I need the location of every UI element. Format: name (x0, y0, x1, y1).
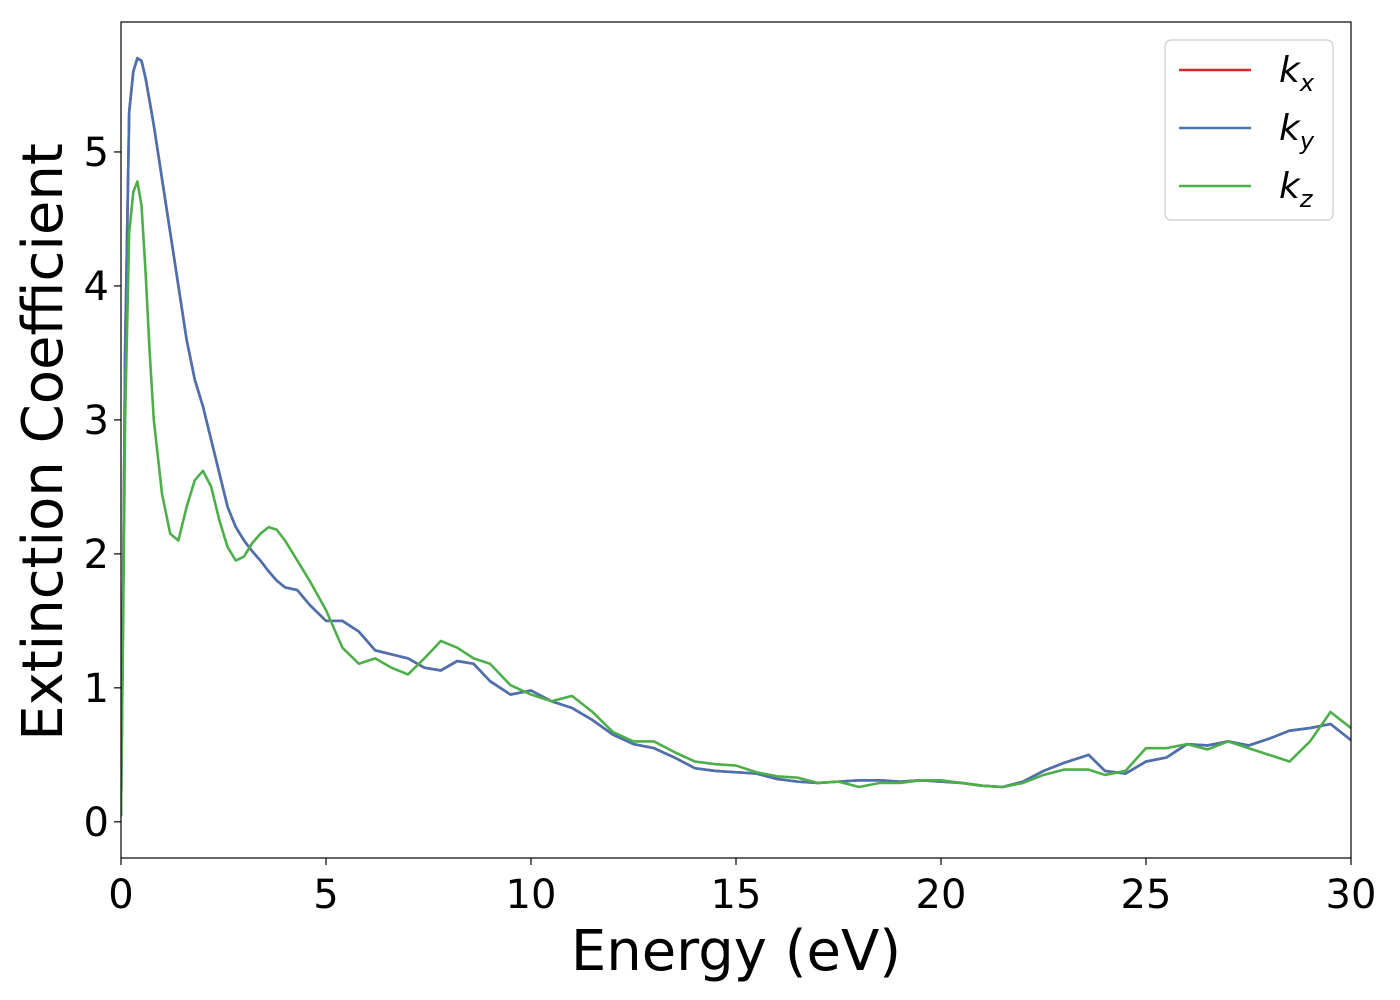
y-tick-label: 3 (84, 398, 109, 444)
y-axis-title: Extinction Coefficient (11, 143, 76, 741)
legend-box (1164, 39, 1334, 221)
x-tick-label: 0 (108, 872, 133, 918)
y-tick-label: 5 (84, 130, 109, 176)
x-tick-label: 25 (1121, 872, 1172, 918)
y-tick-label: 2 (84, 532, 109, 578)
axes: 0 5 10 15 20 25 30 0 1 2 3 4 5 (84, 21, 1377, 918)
series-line-z (121, 180, 1351, 817)
legend-label-x: kx (1279, 50, 1315, 97)
y-tick-label: 4 (84, 264, 109, 310)
y-tick-label: 0 (84, 800, 109, 846)
x-tick-label: 30 (1326, 872, 1377, 918)
legend: kx ky kz (1164, 39, 1334, 221)
x-tick-label: 20 (916, 872, 967, 918)
x-tick-label: 5 (313, 872, 338, 918)
x-tick-label: 10 (506, 872, 557, 918)
x-tick-label: 15 (711, 872, 762, 918)
series-line-y (121, 56, 1351, 817)
legend-label-z: kz (1279, 166, 1314, 213)
x-axis-title: Energy (eV) (571, 919, 901, 984)
legend-label-y: ky (1279, 108, 1315, 155)
plot-area (121, 56, 1351, 817)
y-tick-label: 1 (84, 666, 109, 712)
